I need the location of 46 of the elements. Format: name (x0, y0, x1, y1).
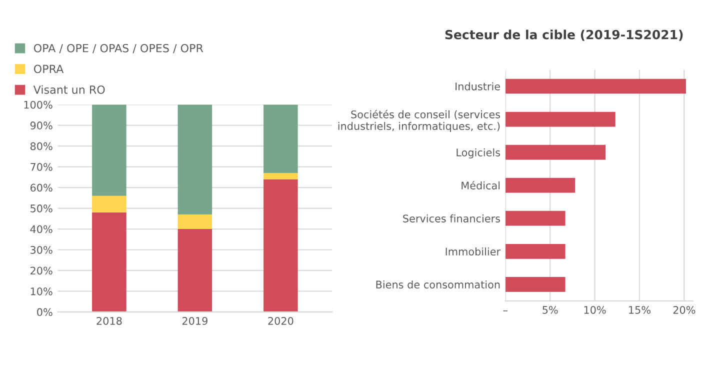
y-tick-label: Services financiers (403, 214, 500, 222)
x-tick-label: 20% (673, 306, 696, 314)
bar (505, 178, 576, 193)
y-tick-label: Biens de consommation (376, 280, 500, 289)
x-tick-label: – (503, 310, 508, 312)
bar (264, 173, 298, 180)
y-tick-label: 50% (30, 204, 52, 212)
y-tick-label: 20% (30, 266, 52, 275)
y-tick-label: 30% (30, 246, 52, 254)
legend-label: Visant un RO (33, 85, 105, 94)
x-tick-label: 2019 (182, 316, 208, 325)
bar (505, 112, 616, 127)
bar (178, 229, 212, 312)
y-tick-label: 90% (30, 122, 52, 130)
y-tick-label: Logiciels (456, 148, 500, 158)
y-tick-label: 100% (24, 100, 52, 109)
bar (92, 196, 126, 212)
bar (264, 104, 298, 174)
y-tick-label: 70% (30, 163, 52, 171)
bar (92, 212, 126, 312)
bar (92, 104, 126, 196)
y-tick-label: 10% (30, 287, 52, 296)
y-tick-label: 0% (37, 308, 52, 316)
legend-label: OPRA (34, 64, 64, 74)
x-tick-label: 5% (542, 306, 558, 314)
y-tick-label: Industrie (456, 82, 500, 90)
y-tick-label: 80% (30, 142, 52, 150)
y-tick-label: 60% (30, 184, 52, 192)
bar (178, 214, 212, 230)
y-tick-label: 40% (30, 225, 52, 234)
x-tick-label: 10% (584, 306, 606, 314)
chart-title: Secteur de la cible (2019-1S2021) (445, 30, 683, 41)
x-tick-label: 2020 (268, 316, 294, 325)
bar (178, 104, 212, 214)
x-tick-label: 2018 (96, 316, 122, 325)
legend-label: OPA / OPE / OPAS / OPES / OPR (34, 44, 204, 54)
y-tick-label: Immobilier (446, 247, 501, 256)
bar (505, 78, 686, 94)
y-tick-label: Sociétés de conseil (services industriels, informatiques, etc.) (338, 110, 500, 132)
y-tick-label: Médical (462, 180, 500, 190)
bar (505, 144, 606, 160)
bar (505, 276, 566, 292)
bar (505, 244, 566, 259)
x-tick-label: 15% (629, 306, 650, 314)
bar (505, 210, 566, 226)
bar (264, 179, 298, 312)
